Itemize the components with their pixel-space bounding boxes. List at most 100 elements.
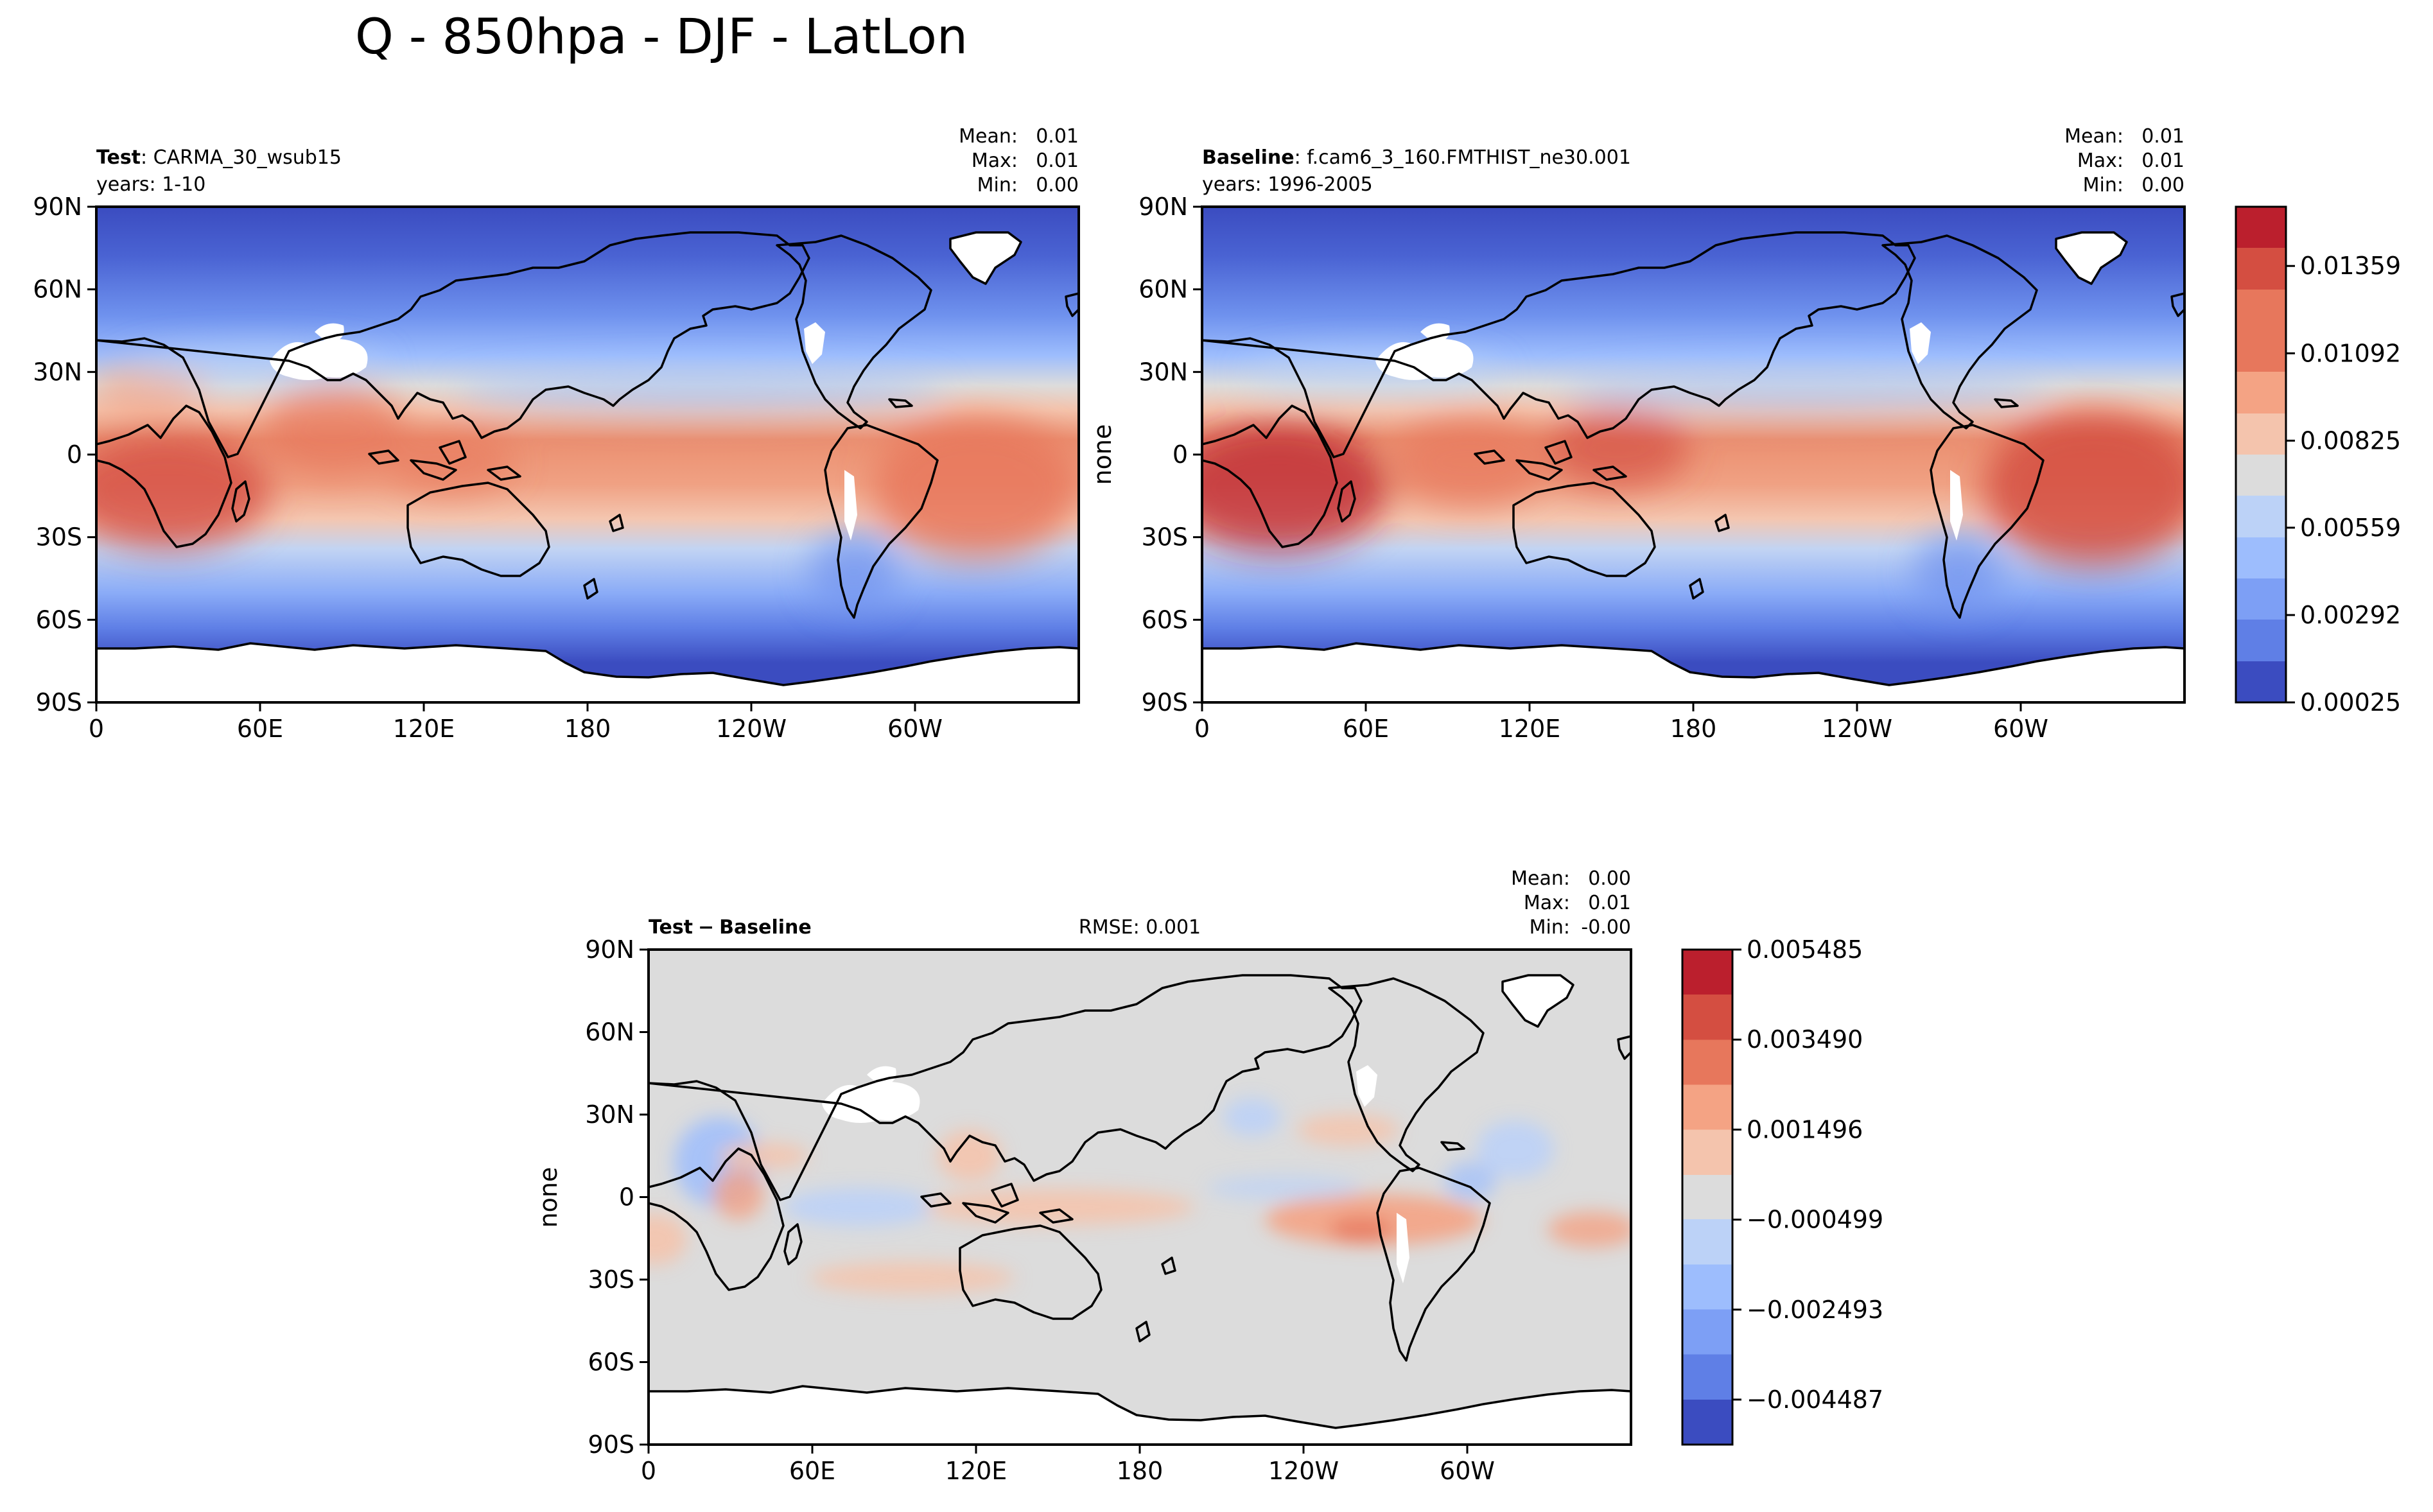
x-tick-label: 0 [89,715,104,743]
x-tick-label: 120W [1268,1457,1339,1485]
diff-minus: − [698,916,714,939]
diff-label-baseline: Baseline [719,916,812,939]
stat-label: Min: [2083,174,2123,196]
test-case-name: : CARMA_30_wsub15 [141,146,342,169]
colorbar-tick-label: −0.000499 [1747,1206,1883,1234]
colorbar-tick-label: 0.005485 [1747,935,1863,964]
x-tick-label: 120W [1822,715,1892,743]
y-tick-label: 90S [1142,688,1188,717]
baseline-axes: 0 60E 120E 180 120W 60W 90N 60N 30N 0 30S 60S 90S [1138,193,2048,743]
diff-stats: Mean: 0.00 Max: 0.01 Min: -0.00 [1511,867,1631,939]
y-tick-label: 90N [33,193,82,221]
x-tick-label: 120E [393,715,455,743]
x-tick-label: 180 [564,715,611,743]
stat-value: 0.01 [1588,892,1631,914]
diff-axes: 0 60E 120E 180 120W 60W 90N 60N 30N 0 30S 60S 90S [585,935,1495,1485]
x-tick-label: 0 [641,1457,656,1485]
stat-value: 0.00 [1036,174,1079,196]
test-map [96,207,1079,702]
stat-value: 0.01 [1036,150,1079,172]
baseline-years: years: 1996-2005 [1202,173,1373,196]
stat-label: Mean: [959,125,1018,148]
colorbar-tick-label: 0.00025 [2300,688,2401,717]
y-tick-label: 60N [33,275,82,304]
test-stats: Mean: 0.01 Max: 0.01 Min: 0.00 [959,125,1079,196]
svg-text:Test−Baseline: Test − Baseline [649,916,812,939]
test-years: years: 1-10 [96,173,205,196]
diff-map [649,950,1631,1445]
x-tick-label: 60E [237,715,283,743]
diff-colorbar: −0.004487 −0.002493 −0.000499 0.001496 0.003… [1681,935,1883,1446]
x-tick-label: 180 [1670,715,1717,743]
colorbar-tick-label: 0.01359 [2300,252,2401,280]
test-label-bold: Test [96,146,141,169]
x-tick-label: 60W [1440,1457,1495,1485]
svg-text:Baseline: f.cam6_3_160.FMTHIST: Baseline: f.cam6_3_160.FMTHIST_ne30.001 [1202,146,1631,169]
baseline-map [1202,207,2184,702]
y-tick-label: 30S [1142,523,1188,552]
y-tick-label: 30S [588,1265,634,1294]
baseline-colorbar: 0.00025 0.00292 0.00559 0.00825 0.01092 0.013… [2235,205,2401,717]
colorbar-tick-label: −0.004487 [1747,1386,1883,1414]
diff-rmse: RMSE: 0.001 [1079,916,1201,939]
stat-label: Mean: [1511,867,1570,890]
y-tick-label: 30N [1138,358,1188,386]
y-tick-label: 90S [588,1430,634,1459]
baseline-label-bold: Baseline [1202,146,1295,169]
stat-value: 0.00 [2141,174,2184,196]
y-tick-label: 30N [33,358,82,386]
baseline-panel: Baseline: f.cam6_3_160.FMTHIST_ne30.001 … [1088,125,2186,743]
stat-value: -0.00 [1581,916,1631,939]
colorbar-tick-label: 0.00292 [2300,601,2401,629]
y-tick-label: 0 [1173,440,1188,469]
stat-value: 0.01 [2141,150,2184,172]
y-tick-label: 0 [67,440,82,469]
y-tick-label: 60N [1138,275,1188,304]
stat-label: Min: [1530,916,1570,939]
figure-title: Q - 850hpa - DJF - LatLon [355,8,968,65]
test-axes: 0 60E 120E 180 120W 60W 90N 60N 30N 0 30S 60S 90S [33,193,943,743]
y-tick-label: 0 [619,1183,634,1212]
diff-label-test: Test [649,916,693,939]
stat-value: 0.00 [1588,867,1631,890]
x-tick-label: 60E [1343,715,1389,743]
y-tick-label: 30S [36,523,82,552]
stat-label: Max: [1524,892,1570,914]
x-tick-label: 120E [1499,715,1561,743]
y-tick-label: 90S [36,688,82,717]
colorbar-tick-label: 0.001496 [1747,1115,1863,1143]
colorbar-tick-label: −0.002493 [1747,1296,1883,1324]
stat-label: Max: [972,150,1018,172]
x-tick-label: 0 [1194,715,1210,743]
x-tick-label: 60E [789,1457,835,1485]
colorbar-tick-label: 0.003490 [1747,1025,1863,1054]
diff-panel: Test − Baseline RMSE: 0.001 Mean: 0.00 Max… [534,867,1632,1485]
svg-text:Test: CARMA_30_wsub15: Test: CARMA_30_wsub15 [96,146,342,169]
x-tick-label: 60W [887,715,943,743]
colorbar-tick-label: 0.00825 [2300,426,2401,455]
x-tick-label: 120E [945,1457,1007,1485]
y-tick-label: 60S [36,605,82,634]
colorbar-tick-label: 0.01092 [2300,339,2401,367]
stat-label: Max: [2077,150,2123,172]
diff-ylabel: none [534,1167,562,1228]
test-panel: Test: CARMA_30_wsub15 years: 1-10 Mean: … [33,125,1080,743]
stat-label: Min: [977,174,1018,196]
baseline-case-name: : f.cam6_3_160.FMTHIST_ne30.001 [1295,146,1631,169]
stat-value: 0.01 [1036,125,1079,148]
x-tick-label: 180 [1117,1457,1164,1485]
stat-label: Mean: [2064,125,2123,148]
stat-value: 0.01 [2141,125,2184,148]
y-tick-label: 60N [585,1018,634,1047]
colorbar-tick-label: 0.00559 [2300,514,2401,542]
baseline-stats: Mean: 0.01 Max: 0.01 Min: 0.00 [2064,125,2184,196]
y-tick-label: 90N [585,935,634,964]
y-tick-label: 30N [585,1100,634,1129]
x-tick-label: 60W [1993,715,2048,743]
y-tick-label: 90N [1138,193,1188,221]
x-tick-label: 120W [716,715,787,743]
y-tick-label: 60S [588,1348,634,1377]
y-tick-label: 60S [1142,605,1188,634]
baseline-ylabel: none [1088,424,1117,485]
